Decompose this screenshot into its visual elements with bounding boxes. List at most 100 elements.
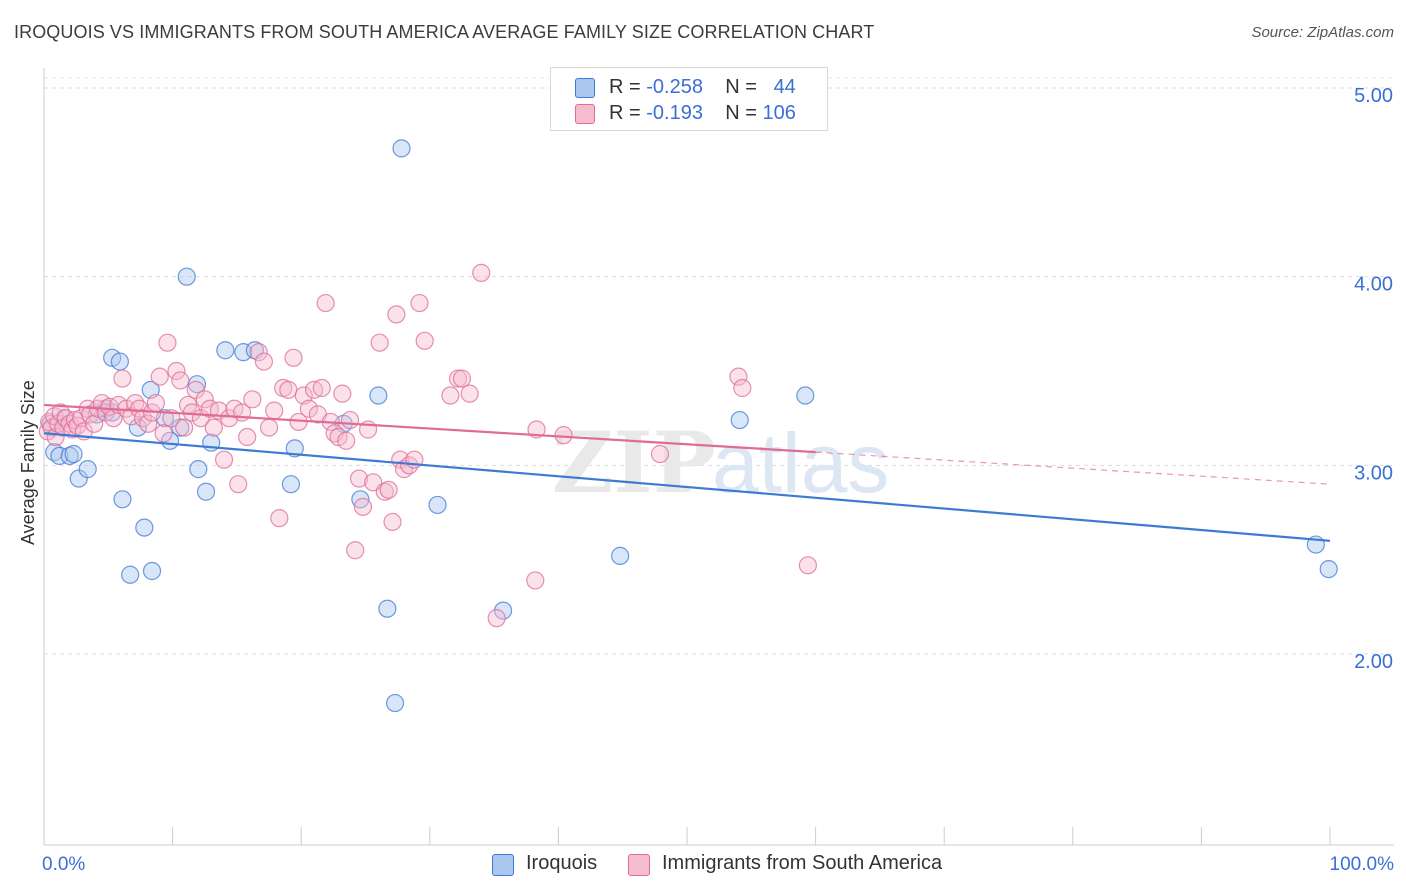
x-tick-label: 100.0% — [1330, 854, 1395, 875]
immigrants-point — [259, 418, 279, 437]
iroquois-point — [128, 418, 147, 437]
r-value: -0.193 — [646, 102, 703, 124]
iroquois-point — [385, 693, 405, 713]
chart-title: IROQUOIS VS IMMIGRANTS FROM SOUTH AMERIC… — [14, 22, 875, 42]
x-tick-labels: 0.0% 100.0% — [42, 854, 1394, 875]
immigrants-point — [254, 352, 274, 371]
iroquois-point — [281, 475, 301, 494]
watermark-zip: ZIP — [552, 413, 716, 512]
immigrants-point — [85, 414, 104, 433]
legend-label: Immigrants from South America — [662, 852, 943, 874]
immigrants-point — [154, 424, 173, 443]
n-value: 106 — [762, 102, 796, 124]
trend-lines — [43, 403, 1331, 542]
immigrants-point — [333, 384, 352, 403]
iroquois-point — [428, 495, 447, 515]
y-axis-label: Average Family Size — [18, 380, 38, 545]
immigrants-point — [200, 399, 219, 418]
legend-swatch-immigrants — [575, 104, 595, 124]
immigrants-point — [133, 409, 153, 428]
immigrants-point — [171, 371, 190, 390]
iroquois-point — [611, 546, 630, 565]
immigrants-point — [383, 512, 402, 532]
iroquois-point — [50, 446, 69, 465]
immigrants-point — [146, 393, 165, 413]
n-label: N = — [725, 76, 757, 98]
immigrants-point — [370, 333, 389, 352]
x-tick-label: 0.0% — [42, 854, 85, 875]
iroquois-point — [110, 352, 129, 371]
immigrants-point — [472, 263, 491, 282]
iroquois-point — [285, 439, 304, 458]
immigrants-point — [349, 469, 369, 488]
y-tick-label: 2.00 — [1354, 651, 1393, 673]
immigrants-point — [238, 427, 257, 447]
immigrants-point — [229, 475, 248, 494]
immigrants-point — [214, 450, 234, 469]
legend-swatch-immigrants — [628, 854, 650, 876]
iroquois-point — [78, 460, 97, 479]
iroquois-point — [189, 460, 208, 479]
y-tick-labels: 2.00 3.00 4.00 5.00 — [1354, 85, 1393, 673]
iroquois-point — [142, 561, 162, 581]
immigrants-point — [167, 361, 186, 381]
legend-series: Iroquois Immigrants from South America — [0, 852, 1406, 878]
immigrants-point — [150, 367, 169, 386]
r-value: -0.258 — [646, 76, 703, 98]
iroquois-point — [177, 267, 196, 286]
immigrants-point — [448, 369, 468, 388]
immigrants-point — [175, 418, 194, 437]
immigrants-point — [340, 410, 360, 430]
legend-swatch-iroquois — [492, 854, 514, 876]
immigrants-point — [441, 386, 460, 405]
immigrants-point — [554, 426, 573, 445]
immigrants-point — [270, 509, 289, 528]
immigrants-point — [353, 497, 373, 516]
immigrants-point — [729, 367, 748, 386]
immigrants-point — [204, 418, 223, 437]
iroquois-point — [121, 565, 140, 584]
legend-stats: R = -0.258 N = 44 R = -0.193 N = 106 — [550, 67, 828, 131]
immigrants-trend-line-extension — [815, 451, 1331, 485]
immigrants-point — [158, 333, 177, 352]
immigrants-point — [733, 378, 752, 398]
immigrants-point — [526, 571, 545, 590]
legend-label: Iroquois — [526, 852, 598, 874]
iroquois-point — [216, 341, 235, 360]
iroquois-point — [378, 599, 397, 618]
immigrants-point — [452, 369, 472, 388]
immigrants-point — [387, 305, 406, 324]
iroquois-point — [135, 518, 154, 537]
series-immigrants-points — [38, 263, 817, 628]
r-label: R = — [609, 76, 641, 98]
immigrants-point — [195, 390, 214, 409]
immigrants-point — [650, 444, 670, 464]
n-value: 44 — [773, 76, 796, 98]
watermark: ZIP atlas — [552, 413, 889, 512]
immigrants-point — [798, 556, 817, 575]
legend-stats-text: R = -0.258 N = 44 — [609, 76, 796, 99]
grid-lines — [44, 77, 1394, 655]
immigrants-point — [316, 293, 335, 313]
iroquois-point — [1319, 559, 1338, 579]
r-label: R = — [609, 102, 641, 124]
immigrants-point — [249, 343, 268, 362]
y-tick-label: 5.00 — [1354, 85, 1393, 107]
iroquois-point — [196, 482, 216, 501]
immigrants-point — [139, 414, 158, 433]
iroquois-point — [64, 444, 83, 464]
iroquois-point — [730, 410, 749, 430]
legend-swatch-iroquois — [575, 78, 595, 98]
iroquois-point — [494, 601, 513, 620]
immigrants-point — [346, 541, 365, 560]
immigrants-point — [460, 384, 479, 403]
iroquois-point — [234, 343, 253, 362]
immigrants-point — [415, 331, 434, 350]
iroquois-trend-line — [43, 432, 1331, 542]
immigrants-point — [379, 480, 398, 499]
iroquois-point — [392, 139, 411, 158]
iroquois-point — [796, 386, 815, 405]
immigrants-point — [113, 369, 132, 388]
axes — [43, 68, 1394, 846]
y-tick-label: 3.00 — [1354, 462, 1393, 484]
